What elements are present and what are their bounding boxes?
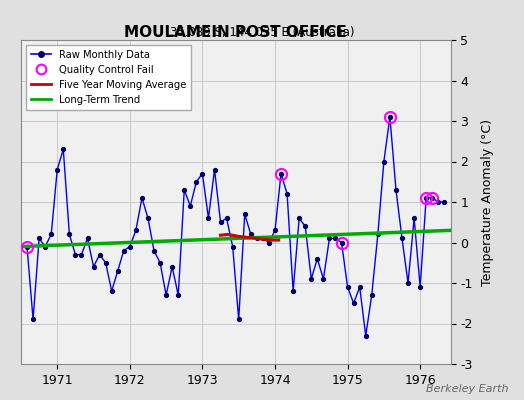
Text: Berkeley Earth: Berkeley Earth	[426, 384, 508, 394]
Title: MOULAMEIN POST OFFICE: MOULAMEIN POST OFFICE	[124, 25, 347, 40]
Legend: Raw Monthly Data, Quality Control Fail, Five Year Moving Average, Long-Term Tren: Raw Monthly Data, Quality Control Fail, …	[26, 45, 191, 110]
Text: 35.089 S, 144.035 E (Australia): 35.089 S, 144.035 E (Australia)	[170, 26, 354, 39]
Y-axis label: Temperature Anomaly (°C): Temperature Anomaly (°C)	[481, 118, 494, 286]
